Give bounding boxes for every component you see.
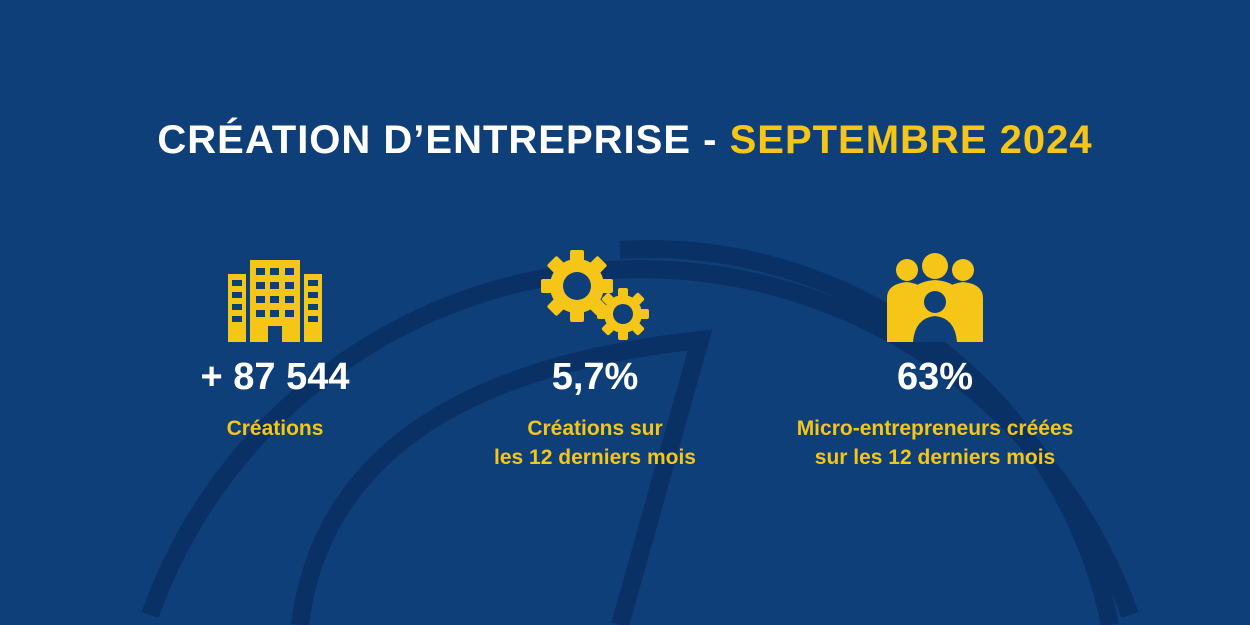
title-period: SEPTEMBRE 2024 [729,118,1093,162]
stat-label: Créations sur les 12 derniers mois [415,414,775,472]
building-icon [95,250,455,342]
stat-label: Micro-entrepreneurs créées sur les 12 de… [755,414,1115,472]
stat-label-line: Micro-entrepreneurs créées [796,417,1074,440]
page-title: CRÉATION D’ENTREPRISE - SEPTEMBRE 2024 [0,118,1250,163]
stat-label-line: Créations [226,417,324,440]
stat-creations: + 87 544 Créations [95,250,455,443]
stat-label: Créations [95,414,455,443]
gears-icon [415,250,775,342]
stat-value: 63% [896,356,974,398]
people-group-icon [755,250,1115,342]
stat-value: + 87 544 [200,356,350,398]
stat-label-line: les 12 derniers mois [494,446,696,469]
stat-label-line: sur les 12 derniers mois [814,446,1056,469]
title-main: CRÉATION D’ENTREPRISE - [157,118,730,162]
stat-growth: 5,7% Créations sur les 12 derniers mois [415,250,775,472]
stat-label-line: Créations sur [527,417,663,440]
stat-micro-entrepreneurs: 63% Micro-entrepreneurs créées sur les 1… [755,250,1115,472]
stat-value: 5,7% [551,356,639,398]
